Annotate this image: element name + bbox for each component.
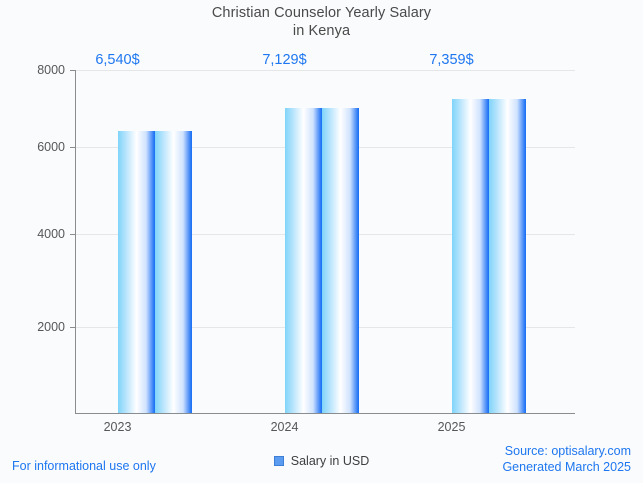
- x-tick-label-2025: 2025: [437, 420, 466, 434]
- y-tick-label-8000: 8000: [37, 63, 65, 77]
- bar-2025[interactable]: [452, 99, 526, 413]
- y-tick-label-6000: 6000: [37, 140, 65, 154]
- plot-area: [75, 70, 575, 414]
- legend-item-salary-in-usd[interactable]: Salary in USD: [273, 454, 370, 468]
- y-tick-mark-4000: [70, 234, 75, 235]
- bar-2024[interactable]: [285, 108, 359, 413]
- y-tick-label-4000: 4000: [37, 227, 65, 241]
- value-label-2023: 6,540$: [95, 52, 140, 68]
- y-tick-mark-6000: [70, 147, 75, 148]
- chart-title-line-1: Christian Counselor Yearly Salary: [211, 5, 432, 21]
- y-axis-line: [75, 70, 76, 413]
- value-label-2025: 7,359$: [429, 52, 474, 68]
- generated-date-text: Generated March 2025: [502, 460, 631, 474]
- y-tick-label-2000: 2000: [37, 320, 65, 334]
- x-tick-label-2024: 2024: [270, 420, 299, 434]
- bar-2023[interactable]: [118, 131, 192, 413]
- legend-item-label: Salary in USD: [290, 454, 370, 468]
- y-tick-mark-2000: [70, 327, 75, 328]
- disclaimer-text: For informational use only: [12, 459, 156, 473]
- value-label-2024: 7,129$: [262, 52, 307, 68]
- y-tick-mark-8000: [70, 70, 75, 71]
- legend-swatch-icon: [273, 456, 284, 466]
- source-text: Source: optisalary.com: [504, 444, 631, 458]
- x-tick-label-2023: 2023: [103, 420, 132, 434]
- chart-title: Christian Counselor Yearly Salary in Ken…: [0, 4, 643, 40]
- x-axis-line: [75, 413, 575, 414]
- chart-legend: Salary in USD: [0, 454, 643, 468]
- gridline-8000: [75, 70, 575, 71]
- chart-title-line-2: in Kenya: [292, 23, 351, 39]
- source-block: Source: optisalary.com Generated March 2…: [502, 443, 631, 475]
